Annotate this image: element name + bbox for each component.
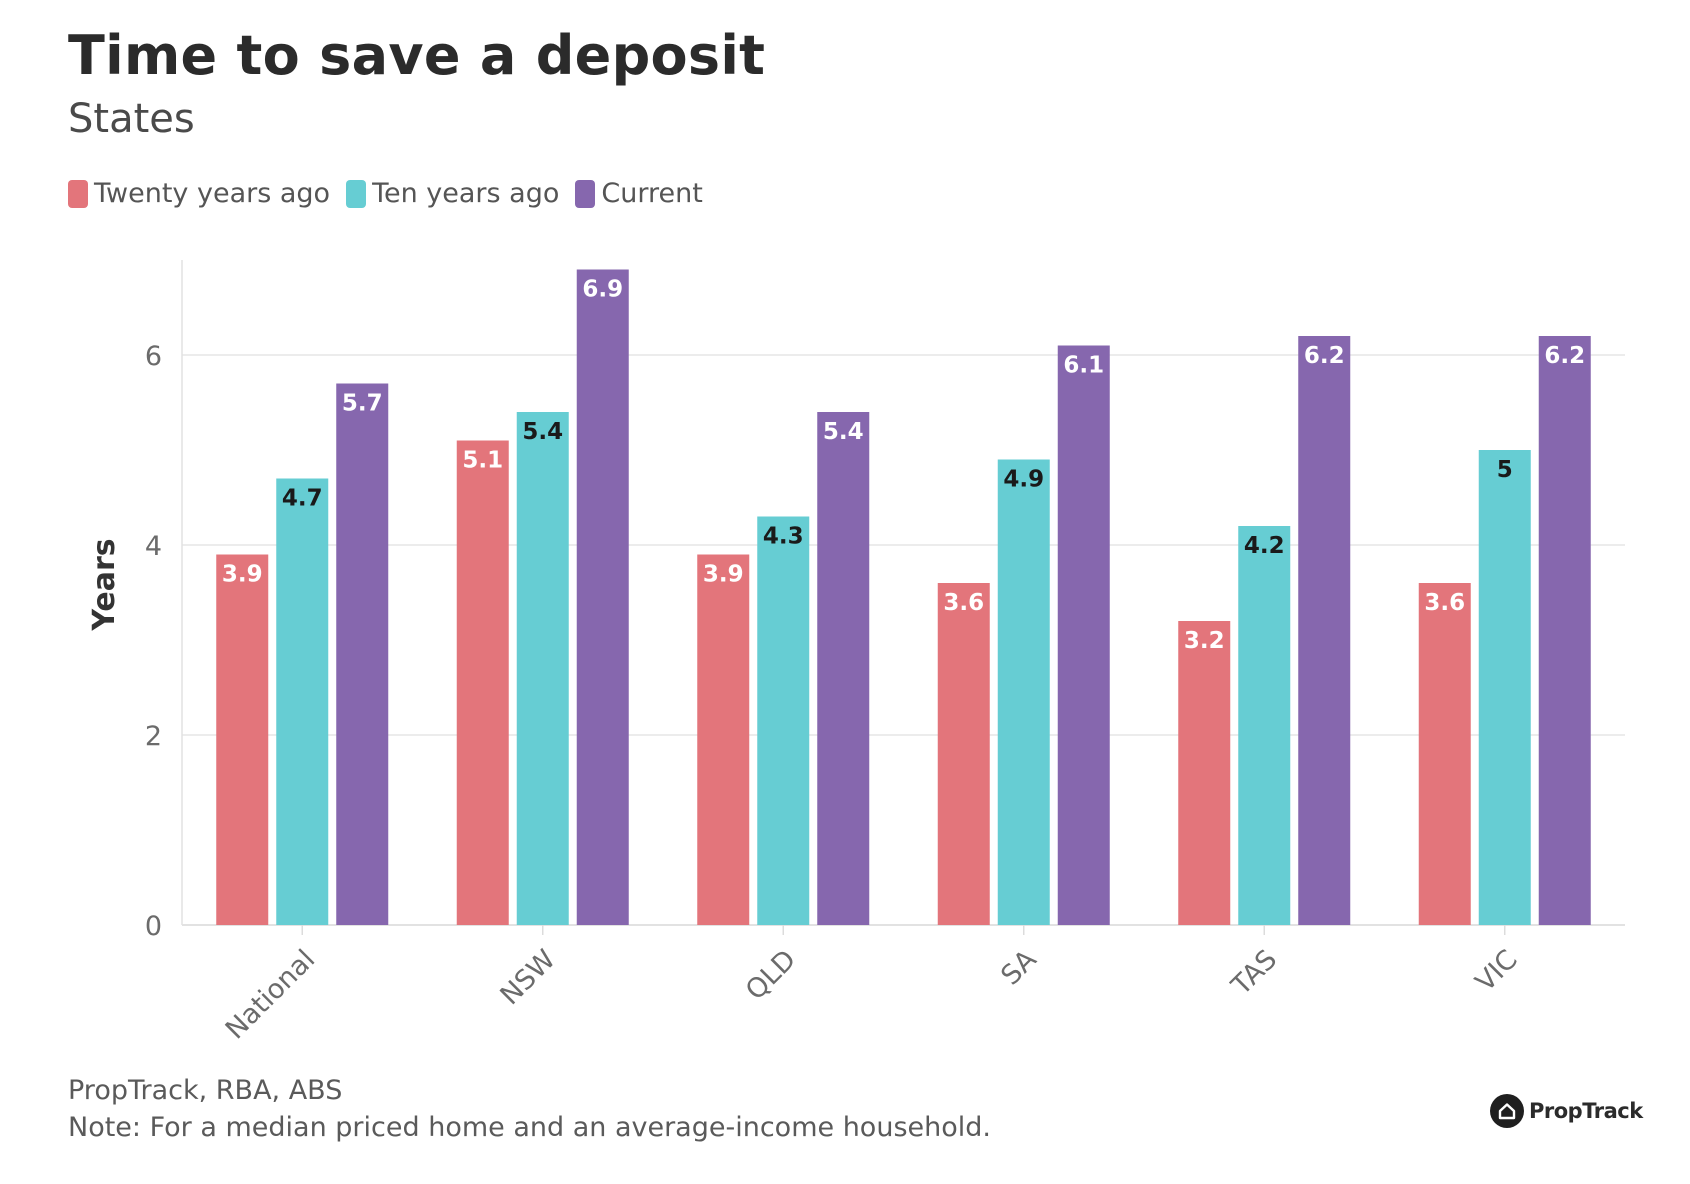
y-tick-label: 4 [145, 531, 162, 562]
legend-item-twenty-years-ago: Twenty years ago [68, 178, 330, 209]
bar [1178, 621, 1231, 925]
bar [937, 583, 990, 925]
legend: Twenty years ago Ten years ago Current [68, 178, 719, 209]
x-tick-label: National [220, 944, 321, 1045]
legend-label-current: Current [601, 178, 703, 209]
y-tick-label: 6 [145, 341, 162, 372]
bar-chart: 0 2 4 6 Years 3.9 4.7 5.7 National 5.1 5.4 6.9 NSW 3.… [87, 260, 1625, 1046]
data-label: 4.2 [1244, 533, 1285, 559]
data-label: 6.2 [1304, 343, 1345, 369]
chart-title: Time to save a deposit [68, 24, 766, 87]
bar [456, 440, 509, 925]
data-label: 3.9 [703, 562, 744, 588]
y-axis-title: Years [87, 538, 122, 631]
bar [1238, 526, 1291, 925]
brand-logo: PropTrack [1490, 1094, 1643, 1128]
data-label: 3.2 [1184, 628, 1225, 654]
legend-swatch-current [575, 179, 596, 208]
source-text: PropTrack, RBA, ABS [68, 1075, 343, 1106]
bar [516, 412, 569, 925]
bar [1057, 345, 1110, 925]
data-label: 6.1 [1063, 353, 1104, 379]
bar [697, 554, 750, 925]
bar [757, 516, 810, 925]
y-tick-label: 2 [145, 721, 162, 752]
data-label: 5.4 [522, 419, 563, 445]
legend-label-twenty-years-ago: Twenty years ago [94, 178, 331, 209]
data-label: 3.6 [943, 590, 984, 616]
data-label: 5.1 [462, 448, 503, 474]
x-tick-label: NSW [494, 944, 561, 1011]
x-tick-label: SA [995, 944, 1043, 992]
data-label: 4.7 [282, 486, 323, 512]
data-label: 5 [1497, 457, 1513, 483]
legend-swatch-ten-years-ago [346, 179, 367, 208]
data-label: 5.7 [342, 391, 383, 417]
data-label: 6.9 [582, 277, 623, 303]
bar [997, 459, 1050, 925]
data-label: 3.9 [222, 562, 263, 588]
bar [276, 478, 329, 925]
data-label: 4.3 [763, 524, 804, 550]
bar [216, 554, 269, 925]
x-tick-label: VIC [1470, 944, 1524, 998]
data-label: 4.9 [1003, 467, 1044, 493]
legend-label-ten-years-ago: Ten years ago [372, 178, 560, 209]
house-icon [1490, 1094, 1524, 1128]
brand-name: PropTrack [1529, 1099, 1643, 1123]
bar [817, 412, 870, 925]
x-tick-label: QLD [740, 944, 802, 1006]
bar [1538, 336, 1591, 925]
bar [576, 269, 629, 925]
data-label: 3.6 [1424, 590, 1465, 616]
data-label: 5.4 [823, 419, 864, 445]
note-text: Note: For a median priced home and an av… [68, 1112, 991, 1143]
bar [1298, 336, 1351, 925]
bar [336, 383, 389, 925]
bar [1418, 583, 1471, 925]
legend-item-current: Current [575, 178, 703, 209]
legend-swatch-twenty-years-ago [68, 179, 88, 208]
bar [1478, 450, 1531, 925]
legend-item-ten-years-ago: Ten years ago [346, 178, 559, 209]
chart-subtitle: States [68, 96, 195, 142]
x-tick-label: TAS [1225, 944, 1283, 1002]
data-label: 6.2 [1544, 343, 1585, 369]
y-tick-label: 0 [145, 911, 162, 942]
